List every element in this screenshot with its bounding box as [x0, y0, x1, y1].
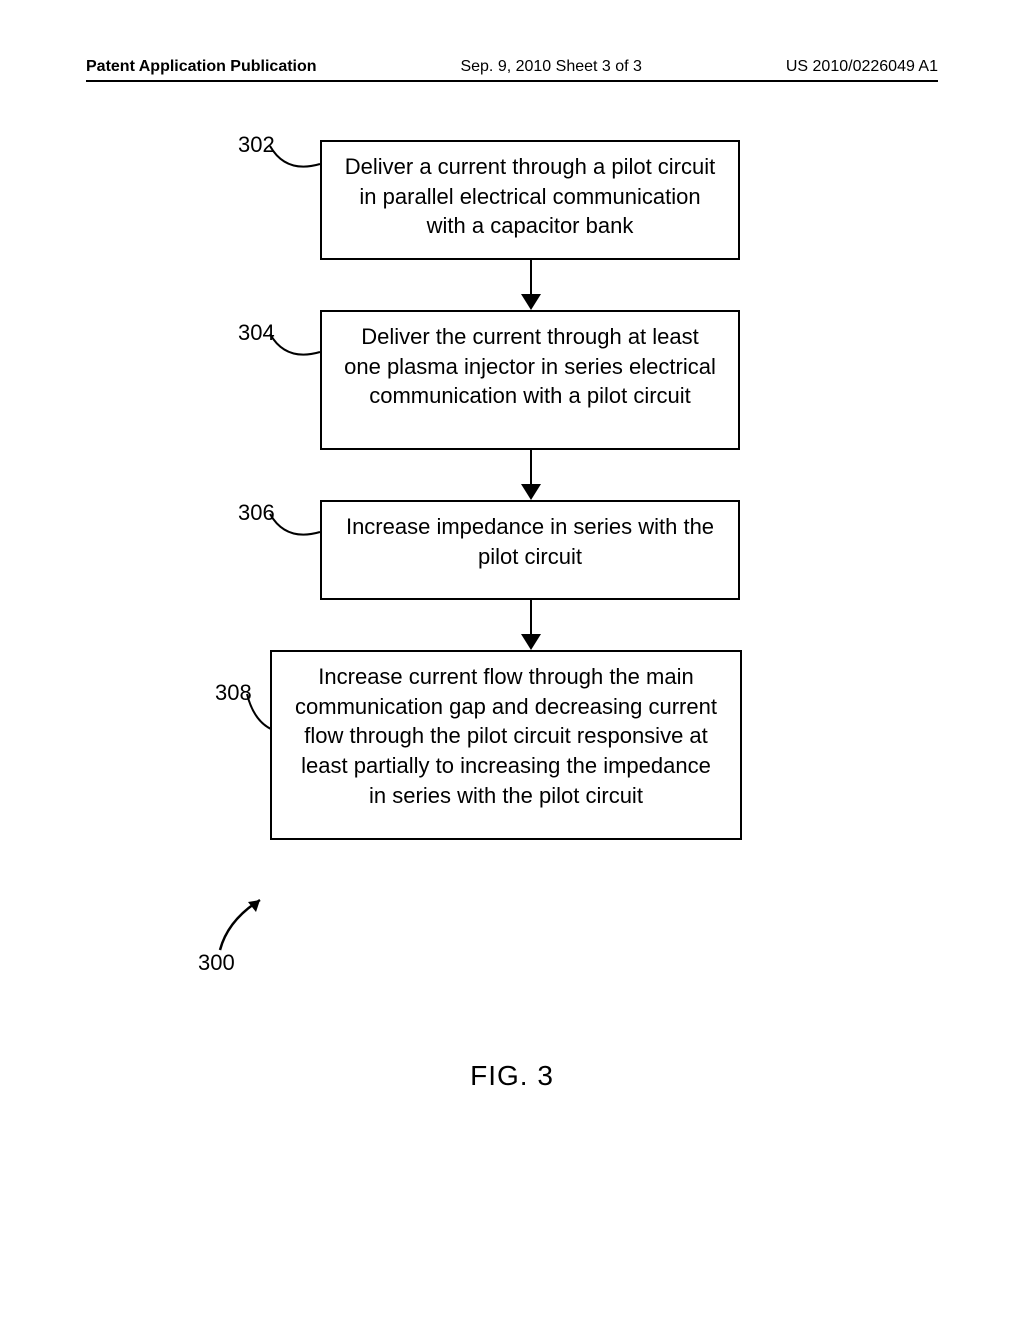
arrow-304-306: [530, 450, 532, 484]
step-308: Increase current flow through the main c…: [270, 650, 742, 840]
arrowhead-302-304: [521, 294, 541, 310]
callout-300-arrow: [210, 890, 280, 960]
step-306: Increase impedance in series with the pi…: [320, 500, 740, 600]
arrow-306-308: [530, 600, 532, 634]
page: Patent Application Publication Sep. 9, 2…: [0, 0, 1024, 1320]
header-right: US 2010/0226049 A1: [786, 58, 938, 76]
header-row: Patent Application Publication Sep. 9, 2…: [86, 58, 938, 76]
header-rule: [86, 80, 938, 82]
callout-302: [268, 144, 328, 184]
callout-304: [268, 332, 328, 372]
arrowhead-306-308: [521, 634, 541, 650]
header-middle: Sep. 9, 2010 Sheet 3 of 3: [460, 58, 641, 76]
figure-label: FIG. 3: [0, 1060, 1024, 1092]
header-left: Patent Application Publication: [86, 58, 317, 76]
arrow-302-304: [530, 260, 532, 294]
arrowhead-304-306: [521, 484, 541, 500]
callout-306: [268, 512, 328, 552]
step-302: Deliver a current through a pilot circui…: [320, 140, 740, 260]
step-304: Deliver the current through at least one…: [320, 310, 740, 450]
